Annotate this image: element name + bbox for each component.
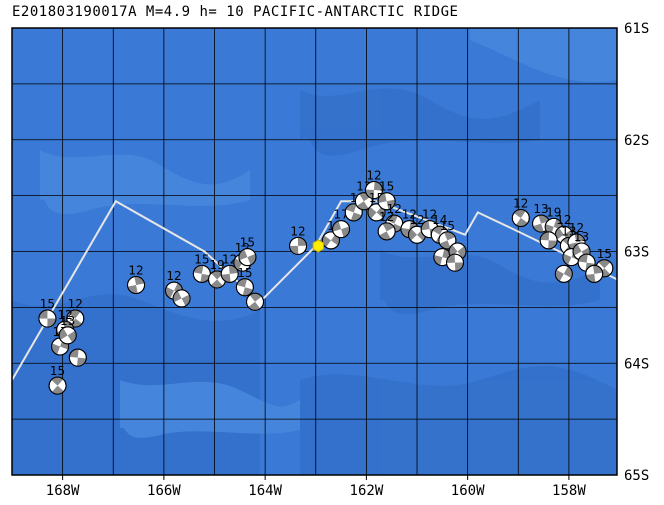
longitude-label: 160W xyxy=(451,483,485,499)
focal-mechanism[interactable]: 15 xyxy=(38,297,57,328)
event-depth-label: 19 xyxy=(209,258,224,272)
event-depth-label: 12 xyxy=(513,196,528,210)
event-depth-label: 12 xyxy=(402,208,417,222)
focal-mechanism[interactable]: 12 xyxy=(220,252,239,283)
map-title: E201803190017A M=4.9 h= 10 PACIFIC-ANTAR… xyxy=(12,4,459,20)
event-depth-label: 13 xyxy=(533,202,548,216)
focal-mechanism[interactable]: 17 xyxy=(332,208,351,239)
event-depth-label: 15 xyxy=(40,297,55,311)
focal-mechanism[interactable] xyxy=(246,292,265,311)
focal-mechanism[interactable] xyxy=(539,231,558,250)
event-depth-label: 12 xyxy=(166,269,181,283)
focal-mechanism[interactable]: 15 xyxy=(377,180,396,211)
latitude-label: 61S xyxy=(624,21,649,37)
focal-mechanism[interactable]: 19 xyxy=(544,205,563,236)
event-depth-label: 12 xyxy=(569,221,584,235)
focal-mechanism[interactable]: 12 xyxy=(289,224,308,255)
event-depth-label: 12 xyxy=(128,264,143,278)
event-depth-label: 12 xyxy=(379,210,394,224)
latitude-labels: 61S 62S 63S 64S 65S xyxy=(624,21,649,484)
focal-mechanism[interactable]: 13 xyxy=(58,314,77,345)
event-depth-label: 13 xyxy=(60,314,75,328)
event-depth-label: 14 xyxy=(432,213,447,227)
event-depth-label: 15 xyxy=(194,252,209,266)
event-depth-label: 19 xyxy=(546,205,561,219)
focal-mechanism[interactable]: 15 xyxy=(235,266,254,297)
event-depth-label: 15 xyxy=(440,219,455,233)
latitude-label: 65S xyxy=(624,468,649,484)
event-depth-label: 12 xyxy=(556,213,571,227)
longitude-label: 166W xyxy=(147,483,181,499)
graticule xyxy=(12,28,617,475)
event-depth-label: 12 xyxy=(387,202,402,216)
epicenter-star[interactable] xyxy=(312,239,324,253)
focal-mechanism[interactable]: 12 xyxy=(66,297,85,328)
event-depth-label: 15 xyxy=(237,266,252,280)
focal-mechanism[interactable]: 12 xyxy=(377,210,396,241)
longitude-label: 158W xyxy=(552,483,586,499)
focal-mechanism[interactable] xyxy=(554,264,573,283)
focal-mechanism[interactable]: 15 xyxy=(192,252,211,283)
map-frame xyxy=(11,27,618,476)
event-depth-label: 15 xyxy=(597,247,612,261)
event-depth-label: 12 xyxy=(409,213,424,227)
event-depth-label: 15 xyxy=(379,180,394,194)
event-depth-label: 12 xyxy=(366,169,381,183)
longitude-label: 162W xyxy=(350,483,384,499)
latitude-label: 63S xyxy=(624,245,649,261)
focal-mechanism-events: 1512121713151212151912121515121171131215… xyxy=(38,169,614,395)
event-depth-label: 12 xyxy=(290,224,305,238)
event-depth-label: 1 xyxy=(350,191,358,205)
longitude-label: 164W xyxy=(248,483,282,499)
focal-mechanism[interactable] xyxy=(445,253,464,272)
focal-mechanism[interactable]: 12 xyxy=(511,196,530,227)
focal-mechanism[interactable] xyxy=(172,289,191,308)
focal-mechanism[interactable]: 15 xyxy=(238,236,257,267)
latitude-label: 62S xyxy=(624,133,649,149)
focal-mechanism[interactable] xyxy=(585,264,604,283)
latitude-label: 64S xyxy=(624,356,649,372)
event-depth-label: 15 xyxy=(50,364,65,378)
focal-mechanism[interactable]: 15 xyxy=(48,364,67,395)
focal-mechanism[interactable]: 12 xyxy=(364,169,383,200)
focal-mechanism[interactable]: 1 xyxy=(344,191,363,222)
event-depth-label: 12 xyxy=(58,308,73,322)
event-depth-label: 15 xyxy=(240,236,255,250)
focal-mechanism[interactable] xyxy=(68,348,87,367)
focal-mechanism[interactable]: 1 xyxy=(321,219,340,250)
plate-boundary-line xyxy=(12,199,617,381)
focal-mechanism[interactable]: 12 xyxy=(127,264,146,295)
longitude-labels: 168W 166W 164W 162W 160W 158W xyxy=(46,475,586,499)
focal-mechanism[interactable]: 15 xyxy=(438,219,457,250)
event-depth-label: 12 xyxy=(422,208,437,222)
event-depth-label: 1 xyxy=(327,219,335,233)
event-depth-label: 12 xyxy=(68,297,83,311)
event-depth-label: 13 xyxy=(574,230,589,244)
longitude-label: 168W xyxy=(46,483,80,499)
